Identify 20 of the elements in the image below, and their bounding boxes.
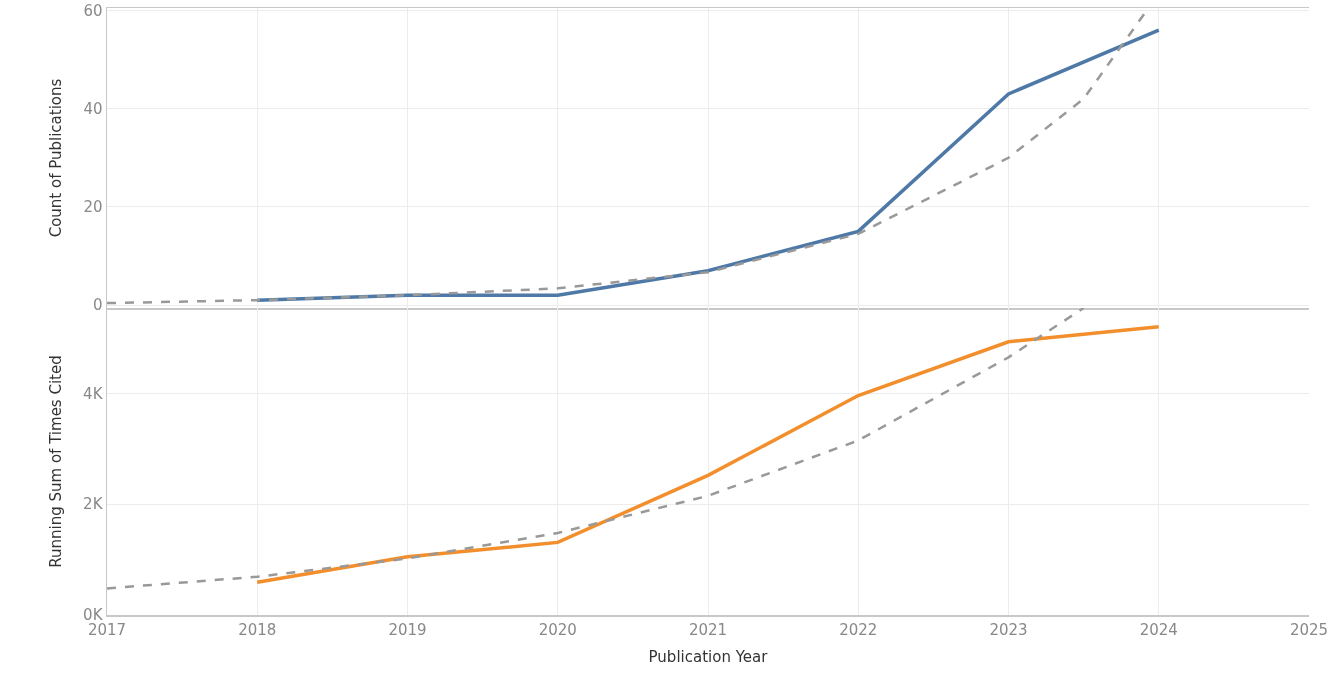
x-tick-label: 2019	[388, 620, 427, 639]
y-tick-label: 0	[92, 296, 103, 315]
x-tick-label: 2023	[989, 620, 1028, 639]
x-tick-label: 2021	[688, 620, 728, 639]
line-series	[107, 308, 1085, 590]
x-tick-label: 2025	[1289, 620, 1329, 639]
y-axis-title: Count of Publications	[46, 78, 65, 238]
x-axis-title: Publication Year	[648, 648, 769, 667]
x-tick-label: 2020	[538, 620, 577, 639]
x-tick-label: 2024	[1139, 620, 1178, 639]
x-tick-label: 2017	[87, 620, 127, 639]
y-tick-label: 4K	[83, 384, 104, 403]
x-tick-label: 2018	[238, 620, 277, 639]
y-tick-label: 40	[83, 99, 103, 118]
y-axis-title: Running Sum of Times Cited	[46, 355, 65, 568]
x-tick-label: 2022	[839, 620, 878, 639]
y-tick-label: 2K	[83, 495, 104, 514]
y-tick-label: 60	[83, 1, 103, 20]
y-tick-label: 20	[83, 198, 103, 217]
line-series	[255, 325, 1161, 585]
